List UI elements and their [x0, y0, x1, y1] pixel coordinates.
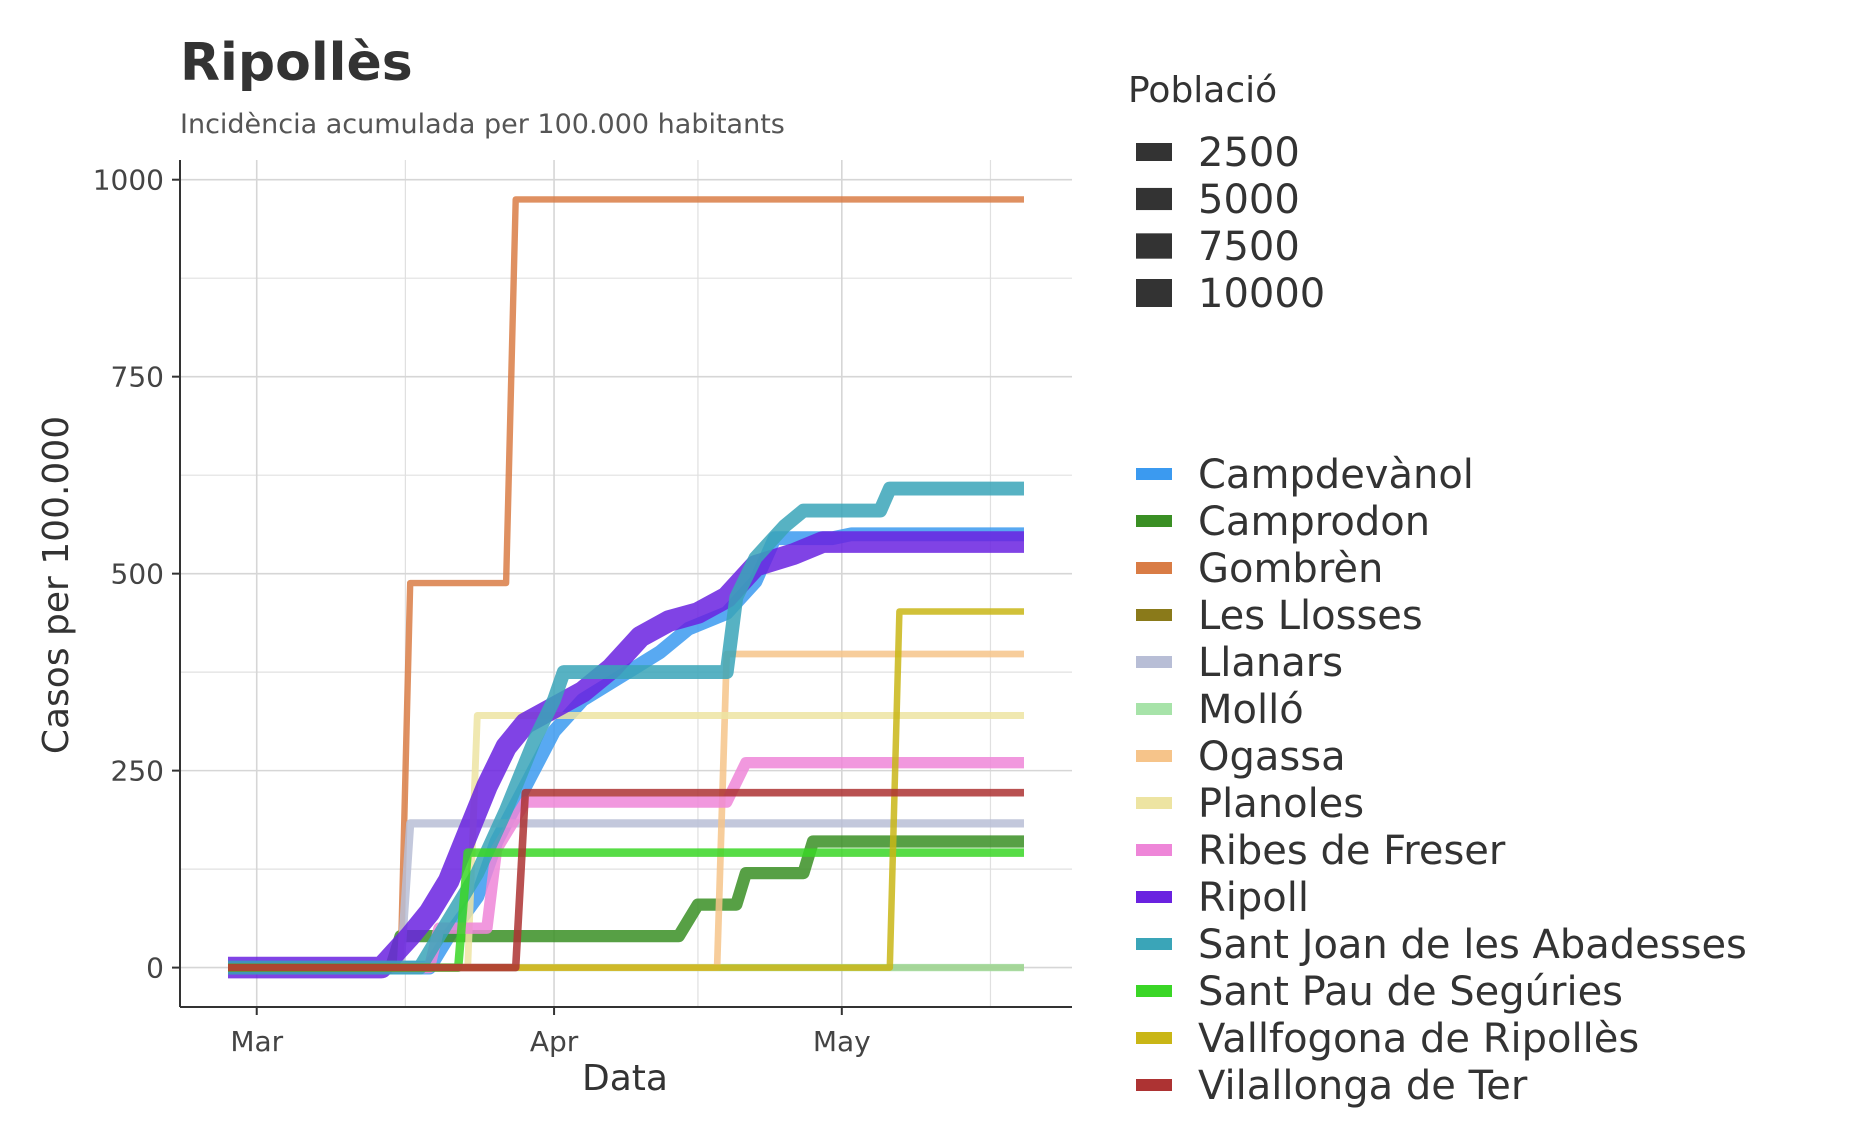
series-legend-key	[1136, 797, 1172, 809]
series-legend-label: Sant Joan de les Abadesses	[1198, 922, 1747, 968]
y-tick-label: 500	[111, 558, 164, 591]
population-legend-key	[1136, 279, 1172, 307]
series-line-sant-pau-de-seg-ries	[228, 848, 1024, 972]
series-legend-key	[1136, 656, 1172, 668]
series-legend-key	[1136, 844, 1172, 856]
population-legend-label: 5000	[1198, 177, 1300, 223]
series-legend-label: Camprodon	[1198, 499, 1430, 545]
series-legend-label: Campdevànol	[1198, 452, 1474, 498]
y-axis-title: Casos per 100.000	[36, 416, 77, 754]
population-legend-label: 2500	[1198, 130, 1300, 176]
series-legend-label: Ogassa	[1198, 734, 1346, 780]
series-legend-label: Planoles	[1198, 781, 1364, 827]
series-legend-key	[1136, 703, 1172, 715]
series-legend-key	[1136, 938, 1172, 950]
chart-subtitle: Incidència acumulada per 100.000 habitan…	[180, 109, 785, 140]
y-tick-label: 250	[111, 755, 164, 788]
x-axis-title: Data	[582, 1058, 668, 1099]
series-legend-label: Vilallonga de Ter	[1198, 1063, 1528, 1109]
series-legend-label: Molló	[1198, 687, 1304, 733]
series-legend-key	[1136, 985, 1172, 997]
series-legend-label: Les Llosses	[1198, 593, 1423, 639]
series-line-sant-joan-de-les-abadesses	[228, 481, 1024, 975]
series-legend-label: Sant Pau de Segúries	[1198, 969, 1623, 1015]
series-layer	[228, 196, 1024, 979]
population-legend-label: 10000	[1198, 271, 1325, 317]
population-legend-key	[1136, 143, 1172, 161]
series-legend-label: Llanars	[1198, 640, 1343, 686]
plot-area: 0 250 500 750 1000 Mar Apr May	[93, 160, 1072, 1058]
series-line-vilallonga-de-ter	[228, 788, 1024, 972]
series-line-ripoll	[228, 531, 1024, 979]
chart-title: Ripollès	[180, 33, 413, 93]
series-legend-key	[1136, 1079, 1172, 1091]
series-legend-label: Ripoll	[1198, 875, 1309, 921]
y-tick-label: 1000	[93, 164, 164, 197]
series-legend-label: Gombrèn	[1198, 546, 1383, 592]
population-legend-title: Població	[1128, 70, 1277, 111]
series-legend-key	[1136, 1032, 1172, 1044]
grid	[180, 160, 1072, 1007]
axes: 0 250 500 750 1000 Mar Apr May	[93, 160, 1072, 1058]
population-legend-key	[1136, 187, 1172, 211]
series-legend-label: Vallfogona de Ripollès	[1198, 1016, 1639, 1062]
series-legend-key	[1136, 562, 1172, 574]
y-tick-label: 0	[146, 952, 164, 985]
series-legend-key	[1136, 750, 1172, 762]
x-tick-label: May	[813, 1025, 871, 1058]
series-line-campdev-nol	[228, 527, 1024, 975]
x-tick-label: Mar	[230, 1025, 283, 1058]
series-legend-key	[1136, 609, 1172, 621]
series-legend-key	[1136, 891, 1172, 903]
series-line-camprodon	[228, 835, 1024, 974]
x-tick-label: Apr	[530, 1025, 579, 1058]
series-legend-key	[1136, 515, 1172, 527]
series-legend-label: Ribes de Freser	[1198, 828, 1506, 874]
population-legend-key	[1136, 233, 1172, 259]
series-legend-key	[1136, 468, 1172, 480]
series-line-ogassa	[228, 650, 1024, 971]
population-legend-label: 7500	[1198, 224, 1300, 270]
y-tick-label: 750	[111, 361, 164, 394]
